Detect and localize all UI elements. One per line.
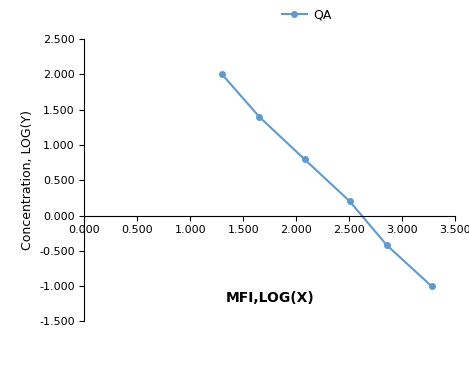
- Y-axis label: Concentration, LOG(Y): Concentration, LOG(Y): [21, 110, 33, 250]
- QA: [219, 72, 225, 77]
- QA: [257, 114, 262, 119]
- QA: [347, 199, 352, 203]
- QA: [302, 157, 307, 162]
- QA: [429, 284, 434, 289]
- Legend: QA: QA: [282, 9, 332, 22]
- X-axis label: MFI,LOG(X): MFI,LOG(X): [225, 291, 314, 305]
- Line: QA: QA: [219, 72, 434, 289]
- QA: [384, 243, 390, 248]
